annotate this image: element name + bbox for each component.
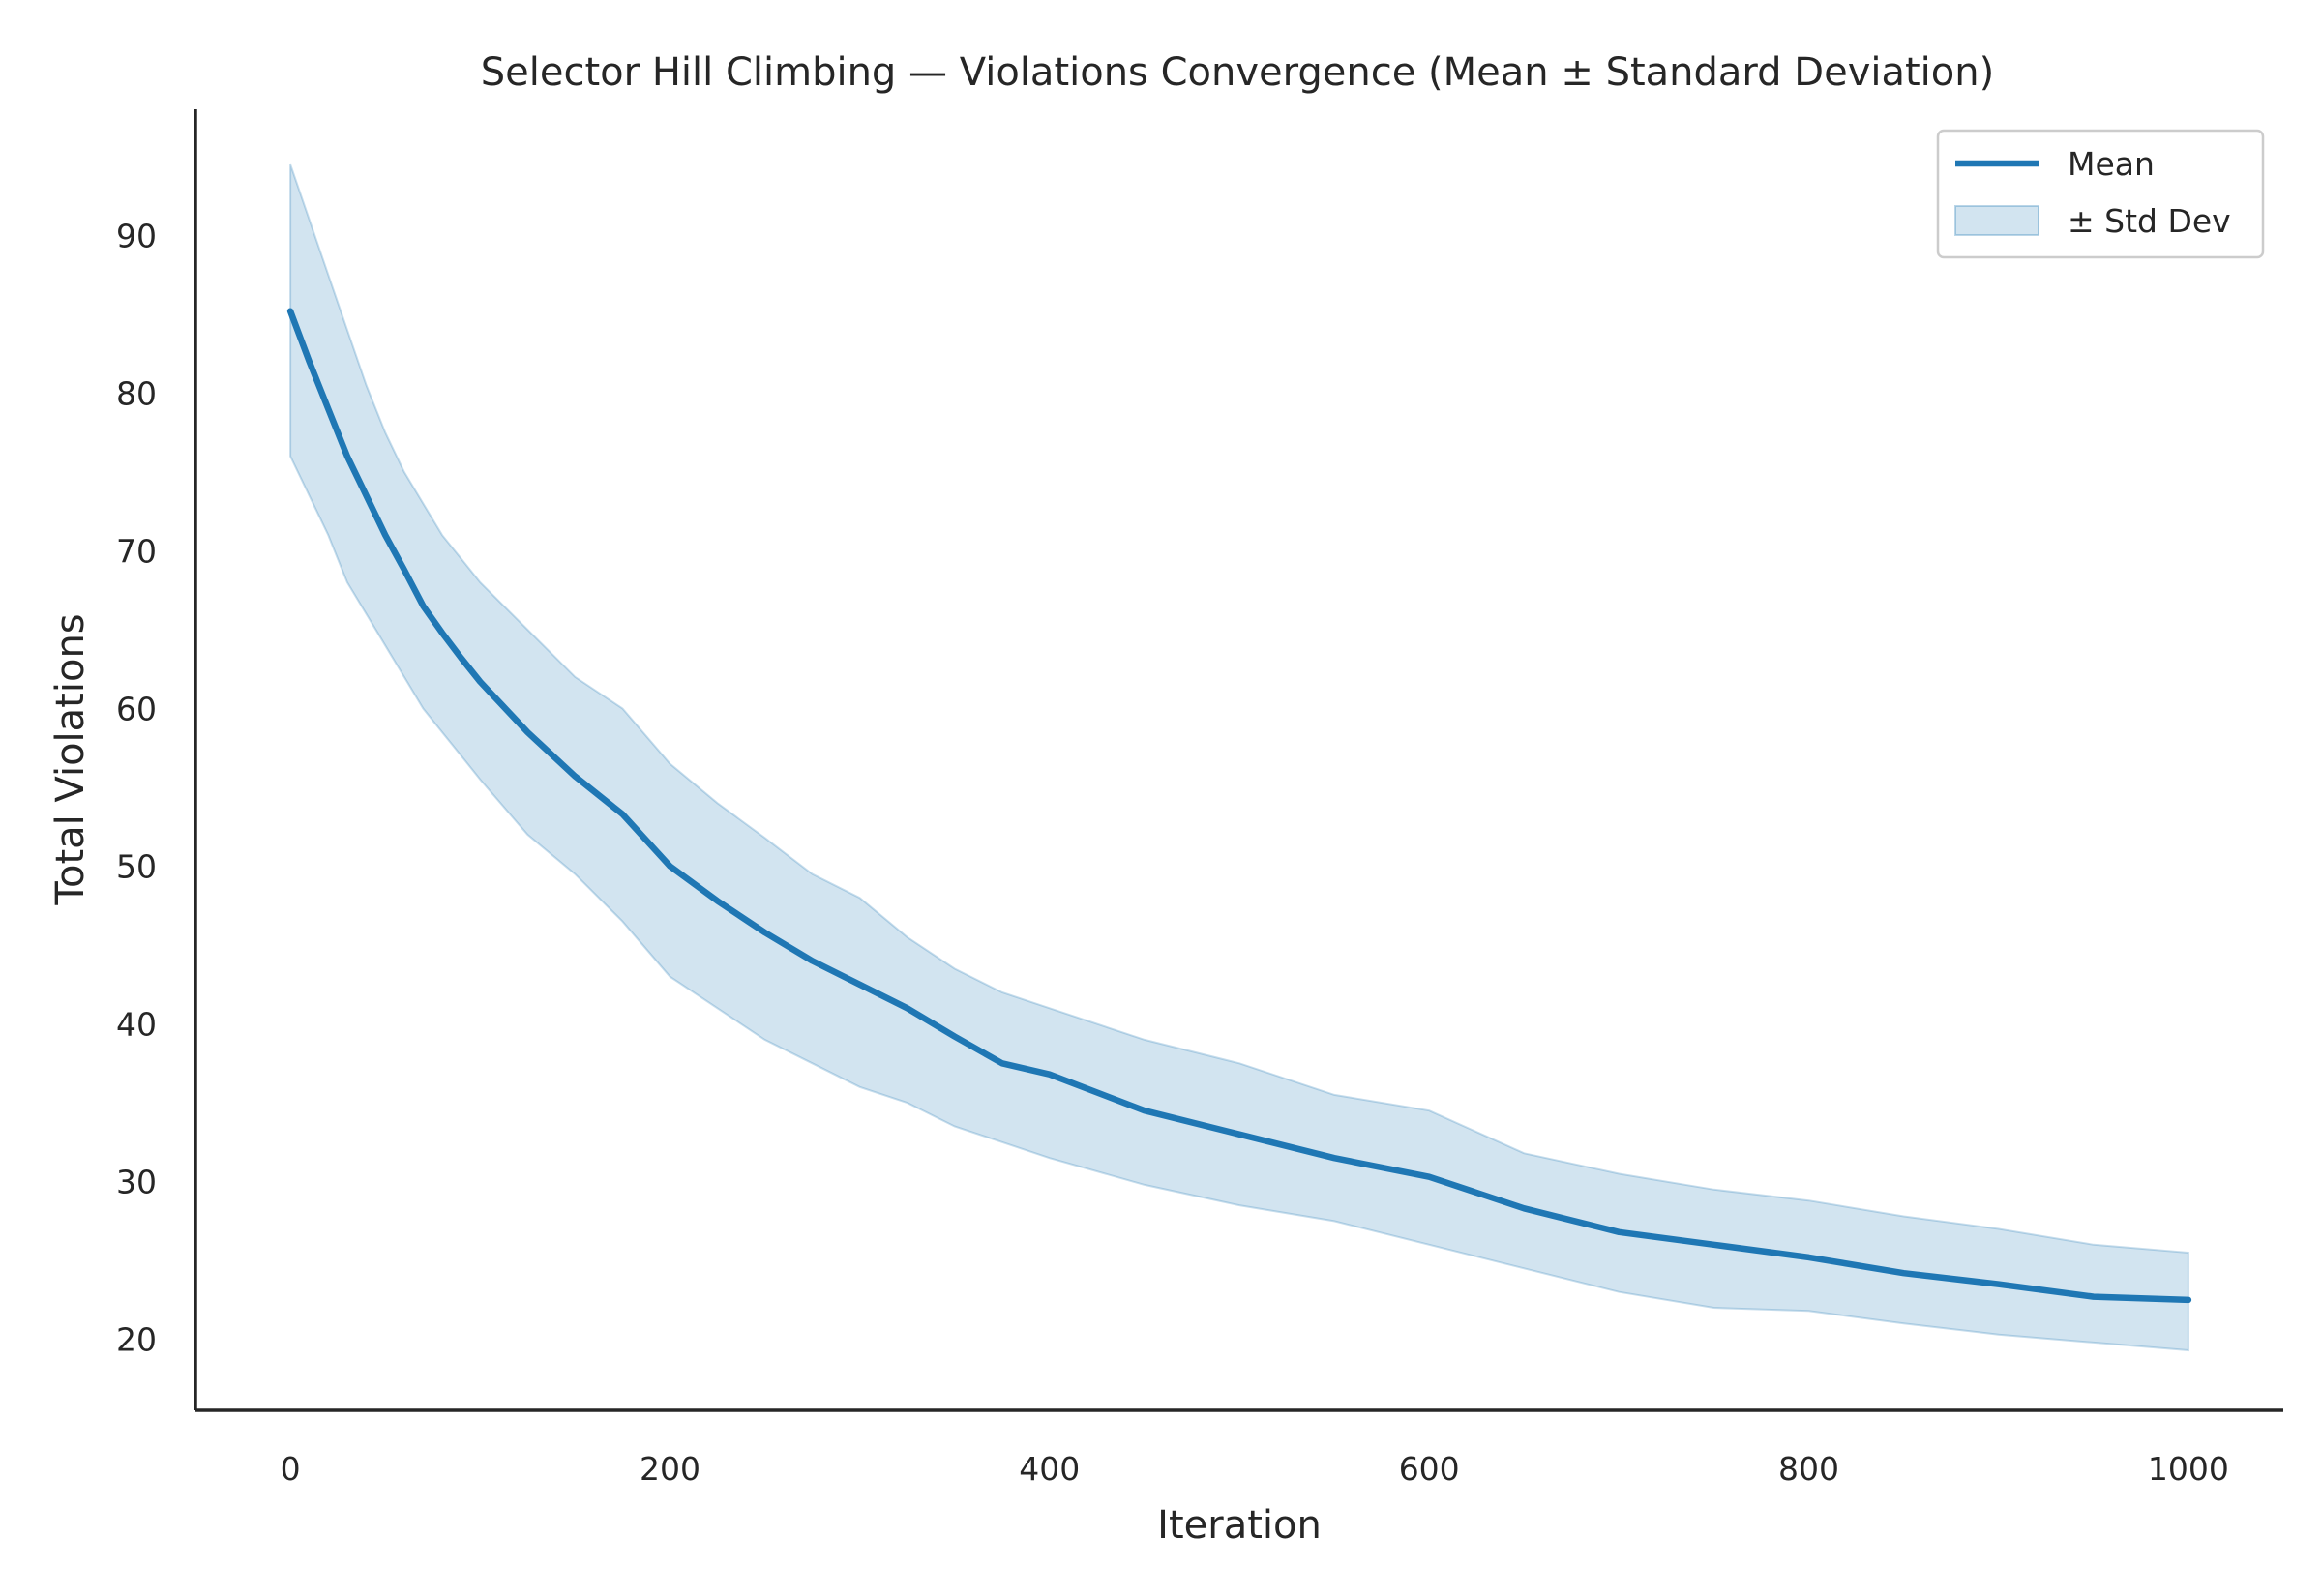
legend-band-swatch [1954, 205, 2039, 236]
legend-band-label: ± Std Dev [2068, 202, 2231, 240]
x-axis-label: Iteration [1157, 1503, 1322, 1548]
legend: Mean ± Std Dev [1936, 129, 2265, 259]
y-tick-label: 70 [116, 533, 157, 571]
legend-mean-label: Mean [2068, 145, 2155, 183]
y-tick-label: 30 [116, 1164, 157, 1201]
mean-line [286, 308, 2192, 1304]
y-tick-label: 80 [116, 375, 157, 413]
x-tick-label: 800 [1778, 1450, 1839, 1488]
y-tick-label: 50 [116, 848, 157, 886]
y-tick-label: 20 [116, 1321, 157, 1359]
chart-title: Selector Hill Climbing — Violations Conv… [481, 50, 1994, 95]
plot-area [286, 163, 2192, 1352]
x-tick-label: 400 [1019, 1450, 1080, 1488]
y-axis-label: Total Violations [48, 613, 93, 905]
y-tick-label: 90 [116, 217, 157, 254]
y-tick-labels: 20 30 40 50 60 70 80 90 [116, 217, 157, 1358]
x-tick-label: 200 [640, 1450, 700, 1488]
std-dev-band [289, 163, 2189, 1352]
x-tick-label: 1000 [2148, 1450, 2229, 1488]
y-tick-label: 40 [116, 1006, 157, 1044]
y-tick-label: 60 [116, 691, 157, 728]
x-tick-label: 0 [281, 1450, 301, 1488]
x-tick-label: 600 [1399, 1450, 1460, 1488]
x-tick-labels: 0 200 400 600 800 1000 [281, 1450, 2229, 1488]
